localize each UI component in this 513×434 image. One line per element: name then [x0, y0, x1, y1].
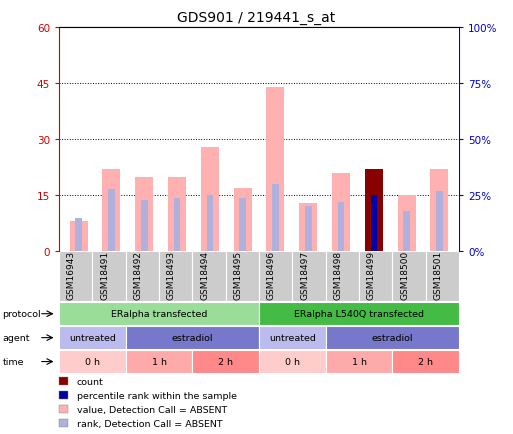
Bar [201, 148, 219, 252]
Text: percentile rank within the sample: percentile rank within the sample [77, 391, 237, 400]
Text: 0 h: 0 h [285, 357, 300, 366]
Text: estradiol: estradiol [172, 333, 213, 342]
Bar [338, 203, 344, 252]
Bar [299, 203, 317, 252]
Text: 2 h: 2 h [218, 357, 233, 366]
Bar [207, 196, 213, 252]
Bar [233, 188, 252, 252]
Text: 1 h: 1 h [151, 357, 167, 366]
Text: GSM16943: GSM16943 [67, 250, 75, 299]
Text: 0 h: 0 h [85, 357, 100, 366]
Text: untreated: untreated [269, 333, 316, 342]
Text: GDS901 / 219441_s_at: GDS901 / 219441_s_at [177, 11, 336, 25]
Text: 2 h: 2 h [418, 357, 433, 366]
Bar [436, 191, 443, 252]
Bar [403, 211, 410, 252]
Bar [103, 170, 121, 252]
Bar [365, 170, 383, 252]
Bar [70, 222, 88, 252]
Text: GSM18496: GSM18496 [267, 250, 276, 299]
Bar [108, 189, 115, 252]
Bar [135, 177, 153, 252]
Text: GSM18498: GSM18498 [333, 250, 343, 299]
Text: agent: agent [3, 333, 30, 342]
Text: untreated: untreated [69, 333, 116, 342]
Text: GSM18499: GSM18499 [367, 250, 376, 299]
Text: ERalpha L540Q transfected: ERalpha L540Q transfected [294, 309, 424, 319]
Text: rank, Detection Call = ABSENT: rank, Detection Call = ABSENT [77, 419, 223, 427]
Text: GSM18500: GSM18500 [400, 250, 409, 299]
Bar [332, 174, 350, 252]
Text: GSM18501: GSM18501 [433, 250, 442, 299]
Text: ERalpha transfected: ERalpha transfected [111, 309, 207, 319]
Bar [240, 198, 246, 252]
Text: estradiol: estradiol [372, 333, 413, 342]
Bar [398, 196, 416, 252]
Bar [141, 201, 148, 252]
Text: GSM18494: GSM18494 [200, 250, 209, 299]
Bar [266, 88, 285, 252]
Bar [430, 170, 448, 252]
Text: GSM18491: GSM18491 [100, 250, 109, 299]
Bar [75, 218, 82, 252]
Text: value, Detection Call = ABSENT: value, Detection Call = ABSENT [77, 405, 227, 414]
Text: 1 h: 1 h [351, 357, 367, 366]
Bar [272, 185, 279, 252]
Text: GSM18495: GSM18495 [233, 250, 242, 299]
Text: count: count [77, 377, 104, 386]
Text: GSM18492: GSM18492 [133, 250, 142, 299]
Bar [305, 207, 311, 252]
Text: protocol: protocol [3, 309, 41, 319]
Text: GSM18493: GSM18493 [167, 250, 175, 299]
Bar [174, 198, 181, 252]
Text: GSM18497: GSM18497 [300, 250, 309, 299]
Text: time: time [3, 357, 24, 366]
Bar [370, 196, 377, 252]
Bar [168, 177, 186, 252]
